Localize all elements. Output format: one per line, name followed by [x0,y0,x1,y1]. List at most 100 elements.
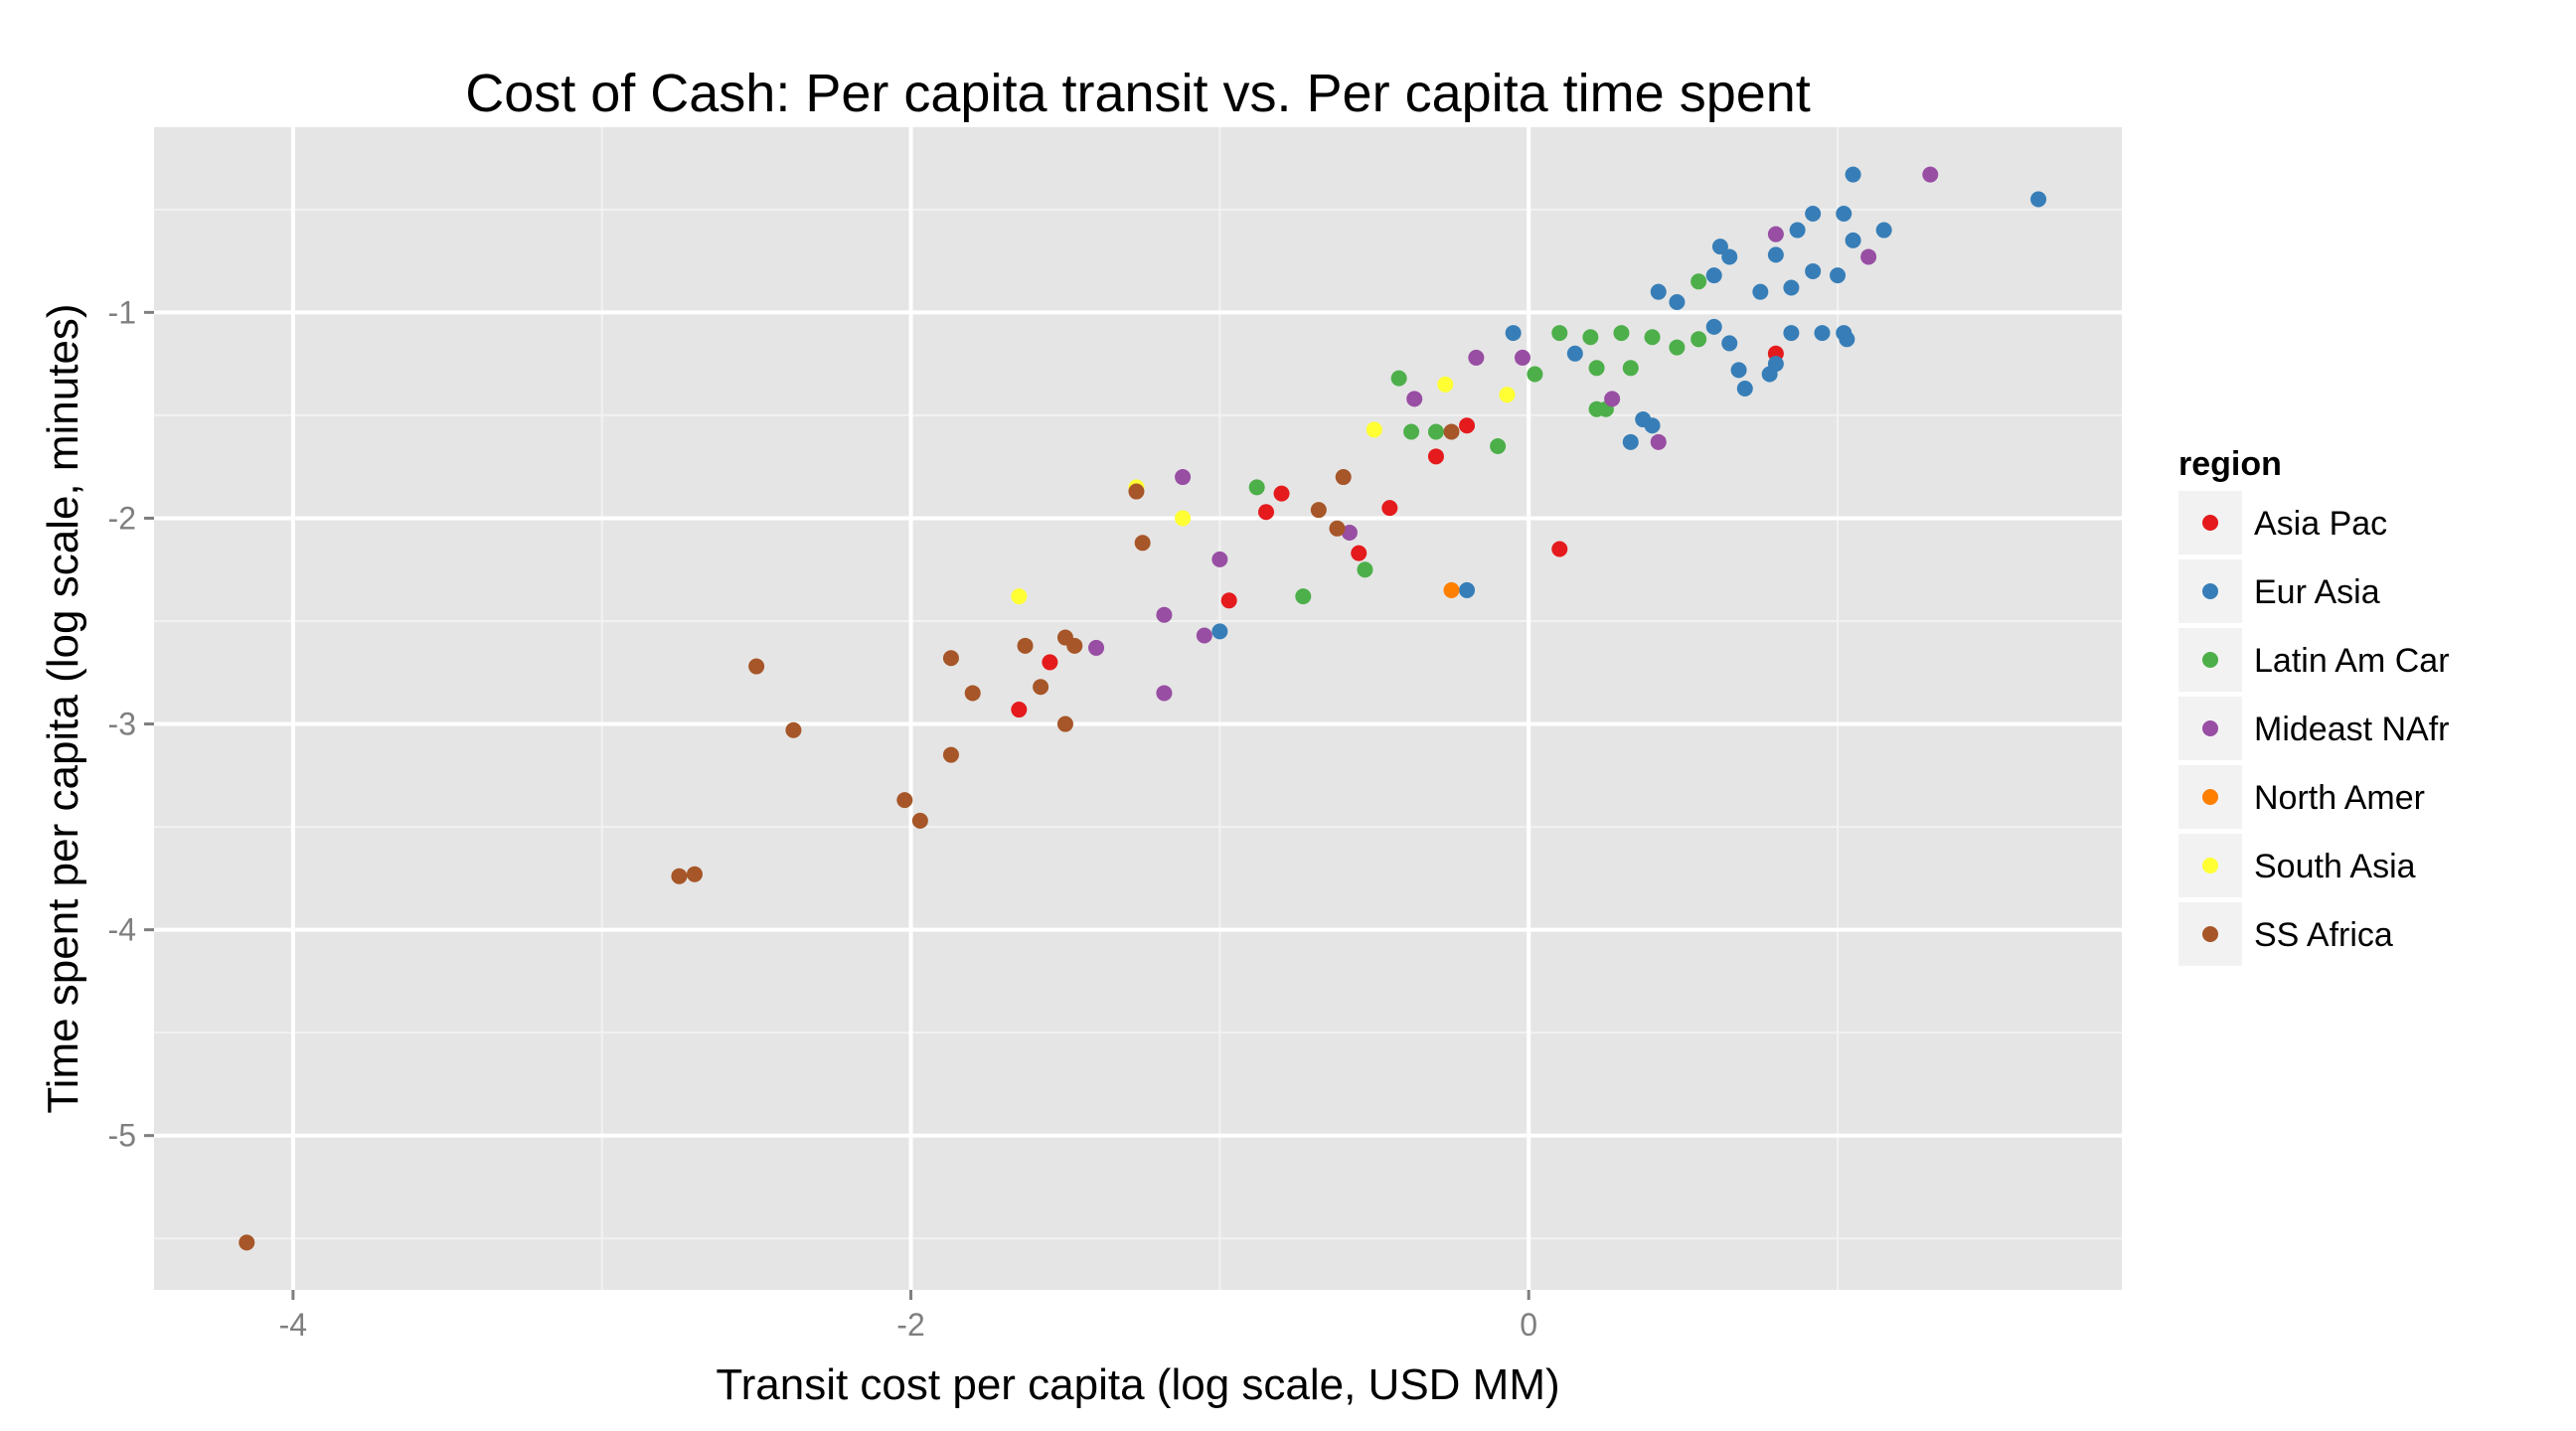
data-point [1582,329,1599,346]
data-point [239,1234,255,1251]
data-point [1011,588,1028,605]
legend-items: Asia Pac Eur Asia Latin Am Car Mideast NAfr… [2178,491,2450,966]
y-tick-label: -1 [108,294,136,330]
data-point [1644,329,1661,346]
data-point [1257,504,1274,521]
data-point [2030,191,2047,208]
data-point [1156,606,1173,623]
legend-marker [2202,720,2218,736]
data-point [1669,294,1686,311]
plot-panel [154,127,2122,1290]
data-point [1341,524,1358,541]
data-point [1705,267,1722,284]
data-point [1381,500,1398,517]
legend-label: North Amer [2254,779,2425,817]
data-point [1566,345,1583,362]
legend-marker [2202,652,2218,668]
y-tick-label: -2 [108,500,136,536]
y-tick-label: -5 [108,1118,136,1154]
data-point [1690,273,1707,290]
data-point [1011,702,1028,718]
data-point [1310,502,1327,519]
data-point [1156,685,1173,702]
data-point [964,685,981,702]
data-point [1211,623,1228,640]
data-point [942,746,959,763]
data-point [1767,356,1784,373]
data-point [1721,335,1738,352]
data-point [1459,581,1476,598]
data-point [1814,325,1831,342]
data-point [1220,592,1237,609]
data-point [1295,588,1312,605]
data-point [1499,387,1516,403]
data-point [1505,325,1522,342]
data-point [1644,417,1661,434]
x-tick-label: -4 [279,1307,307,1343]
x-axis-label: Transit cost per capita (log scale, USD … [716,1360,1559,1409]
data-point [911,812,928,829]
legend-label: Latin Am Car [2254,642,2450,680]
data-point [1017,637,1034,654]
data-point [1650,433,1667,450]
data-point [1357,561,1373,578]
data-point [1805,205,1822,222]
legend-label: South Asia [2254,848,2416,885]
data-point [1875,222,1892,238]
data-point [1351,545,1368,561]
data-point [1459,417,1476,434]
data-point [942,650,959,667]
data-point [1088,639,1105,656]
data-point [1527,366,1543,383]
legend-marker [2202,515,2218,531]
grid-major-lines [154,127,2122,1290]
data-point [748,658,765,675]
data-point [1752,283,1769,300]
data-point [1783,325,1800,342]
data-point [1783,279,1800,296]
y-axis-ticks: -5 -4 -3 -2 -1 [108,294,154,1154]
data-point [1443,423,1460,440]
data-point [1767,246,1784,263]
data-point [1248,479,1265,496]
data-point [1406,391,1423,407]
data-point [1366,421,1382,438]
data-point [671,868,688,884]
y-axis-label: Time spent per capita (log scale, minute… [39,303,87,1113]
legend-marker [2202,926,2218,942]
data-point [1721,248,1738,265]
data-point [1490,437,1507,454]
data-point [1860,248,1877,265]
data-point [896,792,913,809]
data-point [1033,679,1049,696]
x-tick-label: 0 [1520,1307,1537,1343]
data-point [1134,535,1151,552]
data-point [1730,362,1747,379]
data-point [1128,483,1145,500]
data-point [1551,541,1568,557]
data-point [1437,376,1454,393]
data-point [1805,262,1822,279]
data-point [1830,267,1847,284]
data-point [1588,360,1605,377]
data-point [1845,232,1861,248]
legend-marker [2202,789,2218,805]
y-tick-label: -4 [108,912,136,948]
legend-marker [2202,858,2218,874]
data-point [1604,391,1621,407]
data-point [1056,716,1073,732]
legend-label: Eur Asia [2254,573,2380,611]
data-point [1175,469,1192,486]
data-point [1622,360,1639,377]
data-point [1335,469,1352,486]
legend-label: SS Africa [2254,916,2393,954]
data-point [1839,331,1855,348]
data-point [1711,238,1728,255]
data-point [1705,318,1722,335]
data-point [1514,349,1530,366]
data-point [1622,433,1639,450]
data-point [1669,339,1686,356]
data-point [686,866,703,882]
legend-label: Asia Pac [2254,505,2387,543]
